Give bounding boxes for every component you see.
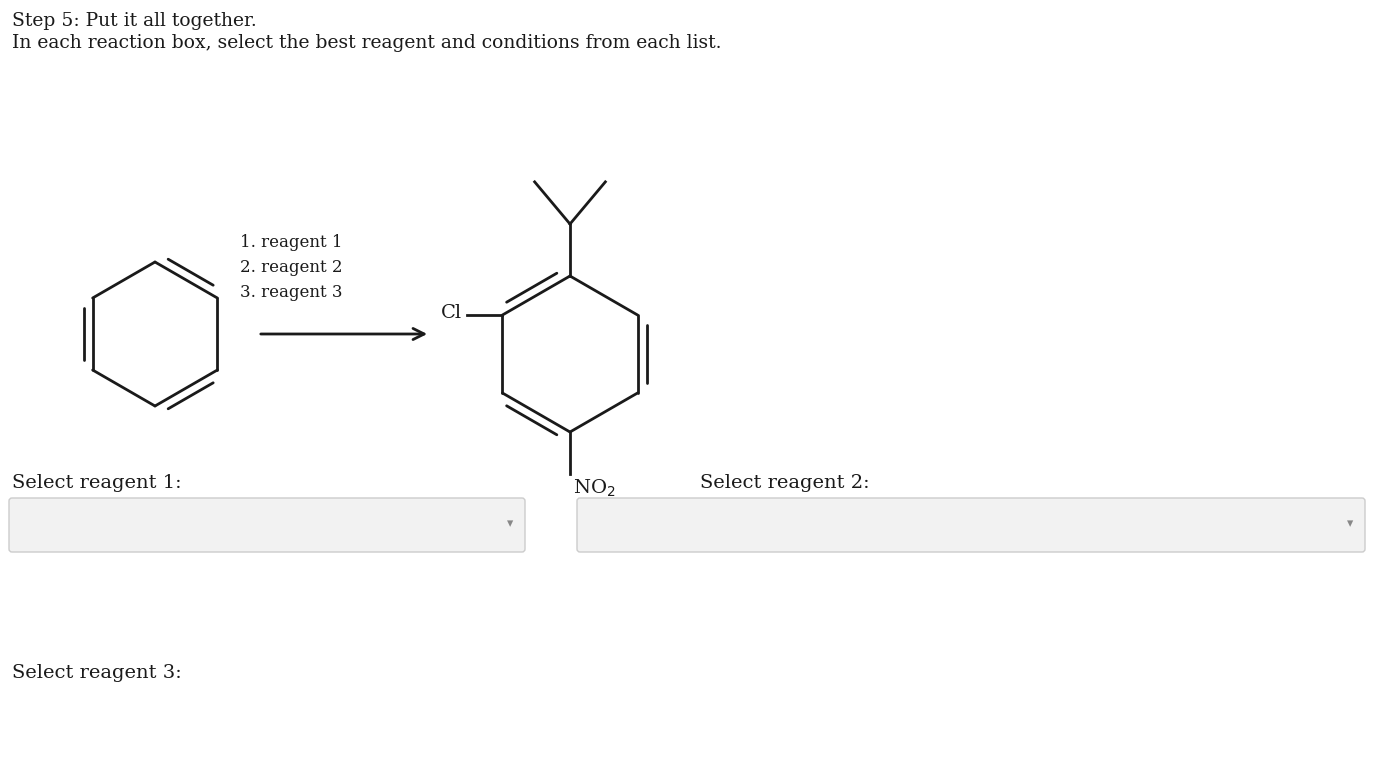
FancyBboxPatch shape [10,498,525,552]
Text: Select reagent 1:: Select reagent 1: [12,474,181,492]
Text: In each reaction box, select the best reagent and conditions from each list.: In each reaction box, select the best re… [12,34,721,52]
Text: NO$_2$: NO$_2$ [573,478,616,500]
Text: 2. reagent 2: 2. reagent 2 [240,259,342,276]
Text: Step 5: Put it all together.: Step 5: Put it all together. [12,12,257,30]
FancyBboxPatch shape [577,498,1364,552]
Text: 1. reagent 1: 1. reagent 1 [240,234,342,251]
Text: ▾: ▾ [507,517,513,530]
Text: Select reagent 2:: Select reagent 2: [699,474,870,492]
Text: Cl: Cl [441,304,463,322]
Text: Select reagent 3:: Select reagent 3: [12,664,181,682]
Text: 3. reagent 3: 3. reagent 3 [240,284,342,301]
Text: ▾: ▾ [1347,517,1353,530]
